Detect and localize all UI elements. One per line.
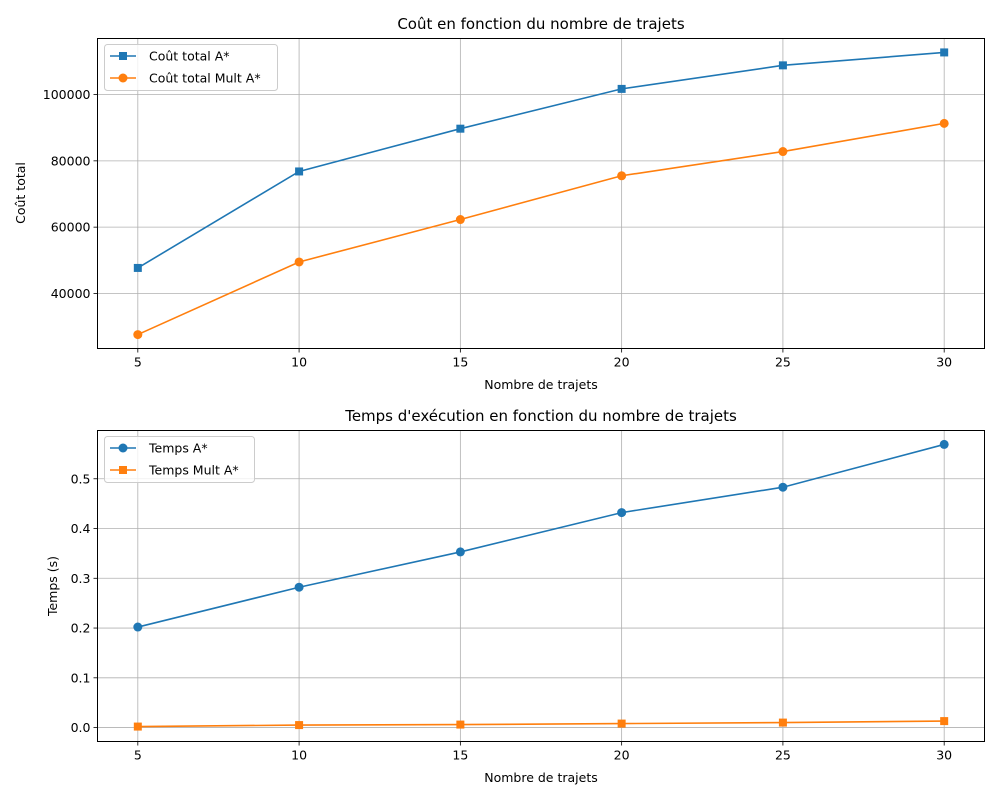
x-tick-label: 5 — [134, 748, 142, 763]
x-tick-label: 15 — [452, 355, 468, 370]
data-point — [455, 547, 465, 557]
data-point — [294, 582, 304, 592]
legend-marker-square — [119, 52, 127, 60]
legend-marker-circle — [118, 73, 128, 83]
data-point — [940, 717, 949, 726]
x-tick-label: 15 — [452, 748, 468, 763]
y-tick-label: 0.5 — [71, 471, 91, 486]
chart-cost: Coût en fonction du nombre de trajets No… — [13, 15, 985, 392]
chart-time-ylabel: Temps (s) — [45, 556, 60, 617]
data-point — [617, 719, 626, 728]
y-tick-label: 0.1 — [71, 670, 91, 685]
legend-box — [104, 436, 255, 483]
series-line — [137, 720, 945, 728]
chart-time-ticks: 5 10 15 20 25 30 0.0 0.1 0.2 0.3 0.4 0.5 — [71, 471, 953, 762]
data-point — [294, 257, 304, 267]
x-tick-label: 25 — [775, 748, 791, 763]
x-tick-label: 5 — [134, 355, 142, 370]
chart-cost-xlabel: Nombre de trajets — [484, 377, 598, 392]
chart-cost-ylabel: Coût total — [13, 162, 28, 224]
data-point — [456, 124, 465, 133]
x-tick-label: 10 — [291, 748, 307, 763]
chart-cost-series — [133, 48, 949, 340]
chart-cost-legend: Coût total A* Coût total Mult A* — [104, 44, 278, 91]
chart-cost-frame — [97, 38, 985, 349]
x-tick-label: 30 — [936, 748, 952, 763]
data-point — [133, 330, 143, 340]
data-point — [939, 118, 949, 128]
legend-label-cost-a: Coût total A* — [149, 49, 230, 64]
chart-time-xlabel: Nombre de trajets — [484, 770, 598, 785]
y-tick-label: 0.4 — [71, 521, 91, 536]
data-point — [133, 622, 143, 632]
y-tick-label: 80000 — [51, 153, 91, 168]
y-tick-label: 0.0 — [71, 720, 91, 735]
chart-cost-ticks: 5 10 15 20 25 30 40000 60000 80000 100000 — [43, 87, 952, 369]
x-tick-label: 20 — [614, 355, 630, 370]
data-point — [617, 508, 627, 518]
series-line — [137, 51, 945, 269]
chart-time: Temps d'exécution en fonction du nombre … — [45, 407, 985, 785]
y-tick-label: 60000 — [51, 220, 91, 235]
chart-time-series — [133, 439, 949, 731]
series-line — [137, 122, 945, 336]
x-tick-label: 30 — [936, 355, 952, 370]
x-tick-label: 10 — [291, 355, 307, 370]
legend-marker-circle — [118, 443, 128, 453]
data-point — [940, 48, 949, 57]
data-point — [617, 84, 626, 93]
x-tick-label: 20 — [614, 748, 630, 763]
legend-label-cost-mult: Coût total Mult A* — [149, 71, 261, 86]
data-point — [778, 147, 788, 157]
data-point — [295, 721, 304, 730]
data-point — [778, 61, 787, 70]
legend-box — [104, 44, 278, 91]
legend-label-time-a: Temps A* — [148, 441, 208, 456]
data-point — [617, 171, 627, 181]
chart-time-legend: Temps A* Temps Mult A* — [104, 436, 255, 483]
y-tick-label: 0.3 — [71, 571, 91, 586]
data-point — [939, 439, 949, 449]
y-tick-label: 0.2 — [71, 621, 91, 636]
y-tick-label: 40000 — [51, 286, 91, 301]
chart-time-frame — [97, 430, 985, 742]
series-line — [137, 443, 945, 628]
chart-cost-title: Coût en fonction du nombre de trajets — [397, 15, 685, 33]
chart-time-title: Temps d'exécution en fonction du nombre … — [344, 407, 737, 425]
data-point — [778, 482, 788, 492]
data-point — [456, 720, 465, 729]
legend-marker-square — [119, 466, 127, 474]
data-point — [133, 722, 142, 731]
y-tick-label: 100000 — [43, 87, 91, 102]
x-tick-label: 25 — [775, 355, 791, 370]
legend-label-time-mult: Temps Mult A* — [148, 463, 239, 478]
data-point — [455, 215, 465, 225]
data-point — [133, 263, 142, 272]
data-point — [778, 718, 787, 727]
data-point — [295, 167, 304, 176]
